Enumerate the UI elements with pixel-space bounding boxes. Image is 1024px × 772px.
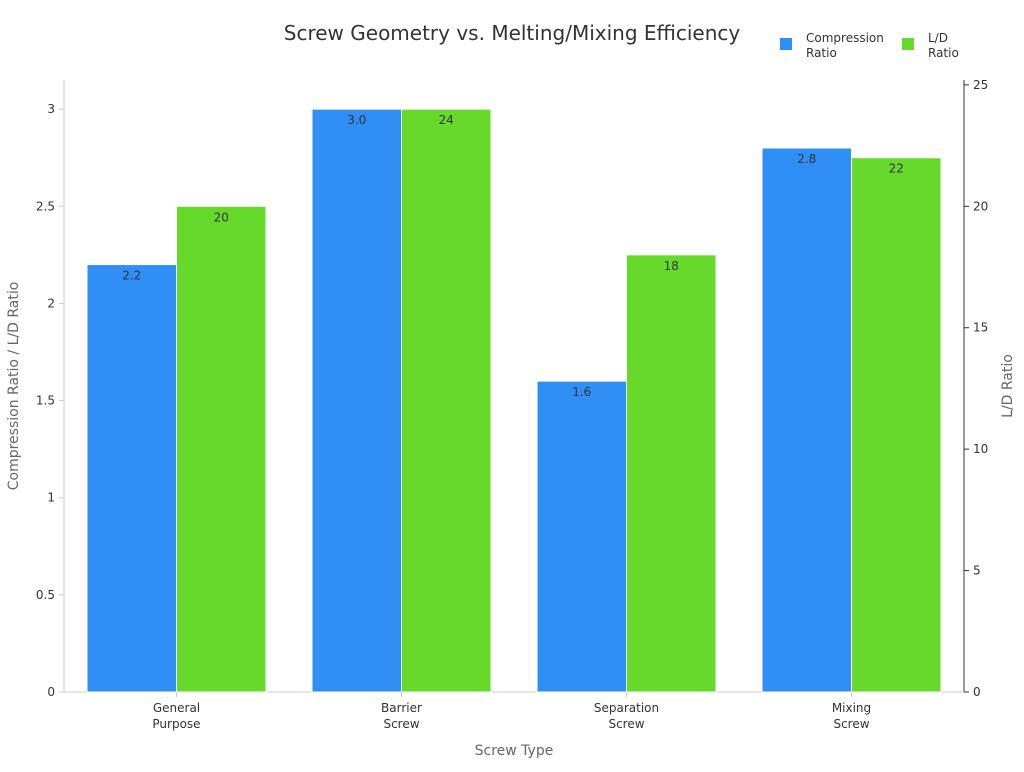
- bar-value-label: 3.0: [347, 113, 366, 127]
- legend-label-line: Ratio: [806, 46, 837, 60]
- y-left-tick-label: 0: [47, 685, 55, 699]
- bar-compression-ratio: [86, 264, 177, 693]
- legend-label-line: L/D: [928, 31, 948, 45]
- y-left-tick-label: 1.5: [36, 394, 55, 408]
- bar-value-label: 22: [889, 162, 904, 176]
- y-axis-left-label: Compression Ratio / L/D Ratio: [6, 282, 22, 491]
- legend-label-line: Compression: [806, 31, 884, 45]
- x-category-label: General Purpose: [152, 701, 200, 731]
- y-axis-right-label: L/D Ratio: [1000, 354, 1016, 418]
- legend-label: L/D Ratio: [928, 31, 959, 60]
- x-category-label-line: Screw: [833, 717, 869, 731]
- y-left-tick-label: 2: [47, 296, 55, 310]
- y-left-tick-label: 3: [47, 102, 55, 116]
- x-category-label: Separation Screw: [594, 701, 659, 731]
- bar-ld-ratio: [626, 254, 717, 693]
- y-right-tick-label: 10: [973, 442, 988, 456]
- bar-labels: 2.2 20 3.0 24 1.6 18 2.8 22: [122, 113, 904, 399]
- x-axis-categories: General Purpose Barrier Screw Separation Scre…: [152, 692, 871, 731]
- legend-label-line: Ratio: [928, 46, 959, 60]
- legend-label: Compression Ratio: [806, 31, 884, 60]
- x-category-label-line: Purpose: [152, 717, 200, 731]
- y-left-tick-label: 0.5: [36, 588, 55, 602]
- x-category-label-line: Screw: [608, 717, 644, 731]
- y-right-tick-label: 0: [973, 685, 981, 699]
- y-axis-left-ticks: 0 0.5 1 1.5 2 2.5 3: [36, 102, 64, 699]
- x-category-label-line: Separation: [594, 701, 659, 715]
- x-category-label-line: Mixing: [832, 701, 871, 715]
- bar-compression-ratio: [536, 380, 627, 693]
- bar-ld-ratio: [851, 157, 942, 693]
- y-right-tick-label: 15: [973, 321, 988, 335]
- chart-title: Screw Geometry vs. Melting/Mixing Effici…: [284, 21, 741, 45]
- x-axis-label: Screw Type: [475, 743, 554, 759]
- y-right-tick-label: 25: [973, 78, 988, 92]
- bar-value-label: 18: [664, 259, 679, 273]
- x-category-label-line: Barrier: [381, 701, 422, 715]
- x-category-label: Barrier Screw: [381, 701, 422, 731]
- bar-ld-ratio: [401, 108, 492, 693]
- bar-compression-ratio: [761, 147, 852, 693]
- y-right-tick-label: 5: [973, 564, 981, 578]
- legend-swatch: [780, 38, 792, 50]
- x-category-label: Mixing Screw: [832, 701, 871, 731]
- bar-compression-ratio: [311, 108, 402, 693]
- bars: [86, 108, 942, 693]
- legend-swatch: [902, 38, 914, 50]
- y-right-tick-label: 20: [973, 199, 988, 213]
- y-axis-right-ticks: 0 5 10 15 20 25: [964, 78, 988, 699]
- bar-value-label: 24: [439, 113, 454, 127]
- bar-value-label: 1.6: [572, 385, 591, 399]
- bar-value-label: 2.2: [122, 269, 141, 283]
- y-left-tick-label: 1: [47, 491, 55, 505]
- y-left-tick-label: 2.5: [36, 199, 55, 213]
- bar-value-label: 20: [214, 210, 229, 224]
- bar-ld-ratio: [176, 205, 267, 693]
- x-category-label-line: Screw: [383, 717, 419, 731]
- bar-value-label: 2.8: [797, 152, 816, 166]
- x-category-label-line: General: [153, 701, 200, 715]
